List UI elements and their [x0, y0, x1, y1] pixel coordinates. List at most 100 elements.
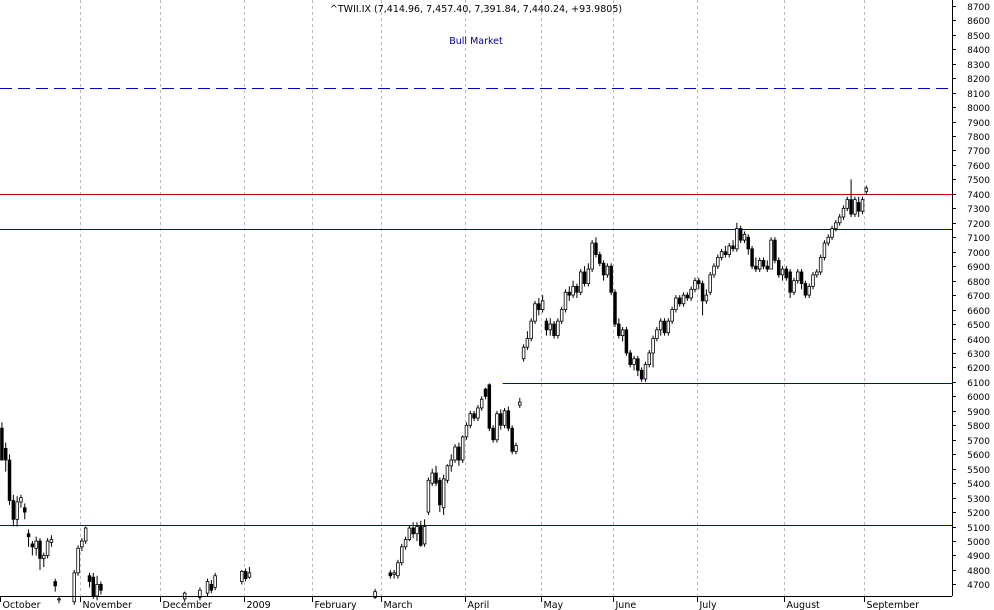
candle-body-up [15, 501, 19, 520]
candle [30, 541, 35, 556]
candle-body-up [818, 257, 823, 273]
y-tick-label: 7200 [967, 220, 990, 230]
candle [708, 271, 712, 296]
candle [76, 545, 80, 576]
candle [716, 254, 720, 270]
candle-body-down [784, 268, 789, 279]
candle-body-down [243, 571, 248, 580]
candle [434, 465, 438, 487]
candle [601, 260, 606, 281]
y-tick-label: 6100 [967, 379, 990, 389]
candle-body-up [807, 286, 811, 296]
x-tick-label: July [699, 600, 717, 610]
candle-body-up [514, 445, 518, 452]
candle-body-down [53, 581, 57, 587]
candle-body-up [826, 236, 830, 244]
candle [533, 300, 537, 325]
candle [525, 331, 530, 351]
candle [373, 588, 377, 599]
candle [514, 442, 518, 455]
y-tick-label: 5500 [967, 466, 990, 476]
candle [826, 234, 830, 246]
x-tick-label: March [384, 600, 413, 610]
y-tick-label: 4900 [967, 552, 990, 562]
candle [632, 355, 636, 371]
candle [598, 251, 602, 267]
candle [651, 335, 655, 368]
candle [864, 185, 869, 196]
candle-body-down [617, 323, 621, 337]
candle [499, 409, 503, 430]
candle [822, 240, 827, 261]
y-tick-label: 7100 [967, 234, 990, 244]
candle-body-down [697, 280, 701, 284]
candle-body-down [26, 533, 31, 538]
candle-body-up [57, 598, 61, 601]
candle [742, 231, 747, 244]
candle [738, 225, 743, 244]
candle [0, 422, 4, 461]
candle-body-down [788, 271, 792, 293]
candle-body-down [609, 265, 613, 293]
candle [731, 240, 735, 252]
y-tick-label: 6400 [967, 336, 990, 346]
candle [80, 538, 84, 552]
candle-body-down [685, 294, 690, 299]
candle [400, 543, 404, 566]
candle [609, 263, 613, 296]
candle [563, 289, 568, 313]
candle-body-up [240, 571, 244, 582]
y-axis: 4700 4800 4900 5000 5100 5200 5300 5400 5500 5600… [952, 3, 990, 591]
candle [476, 405, 480, 421]
candle-body-up [213, 575, 217, 588]
candle-body-up [400, 546, 404, 564]
candle [811, 271, 815, 290]
candle [438, 477, 442, 513]
candle-body-up [426, 479, 431, 513]
candle-body-down [567, 291, 572, 296]
candle [213, 572, 217, 591]
y-tick-label: 7900 [967, 119, 990, 129]
candle-body-down [388, 572, 393, 577]
candle [42, 552, 46, 568]
candle [468, 410, 473, 429]
candle-body-down [30, 543, 35, 548]
candle [491, 425, 495, 443]
candle [624, 326, 629, 356]
candle-body-down [750, 248, 754, 267]
candle-body-up [796, 271, 800, 282]
y-tick-label: 5700 [967, 437, 990, 447]
candle [83, 526, 88, 544]
y-tick-label: 6000 [967, 393, 990, 403]
candle [45, 538, 50, 559]
y-tick-label: 8500 [967, 32, 990, 42]
candle-body-down [552, 323, 556, 337]
candle-body-down [487, 384, 492, 429]
candle-body-up [822, 242, 827, 258]
candle [559, 306, 564, 325]
candle [807, 283, 811, 298]
level-lines [0, 88, 952, 526]
candle [849, 179, 853, 217]
candle-body-up [757, 259, 762, 270]
candle-body-up [864, 187, 869, 193]
candle-body-up [373, 591, 377, 598]
candle [38, 538, 42, 570]
candle-body-up [815, 271, 819, 276]
candle [567, 286, 572, 301]
candle [735, 222, 739, 252]
candle-body-up [651, 338, 655, 354]
candle [617, 318, 621, 339]
candle [670, 306, 674, 325]
candle-body-down [209, 584, 214, 591]
candle-body-up [441, 478, 446, 509]
candle-body-up [445, 465, 450, 481]
candle-body-up [658, 320, 663, 331]
candle-body-up [476, 407, 480, 419]
y-tick-label: 8000 [967, 104, 990, 114]
candle [643, 361, 648, 382]
candle [655, 326, 659, 342]
candle [411, 522, 415, 539]
candle [57, 596, 61, 604]
candle [674, 295, 678, 313]
